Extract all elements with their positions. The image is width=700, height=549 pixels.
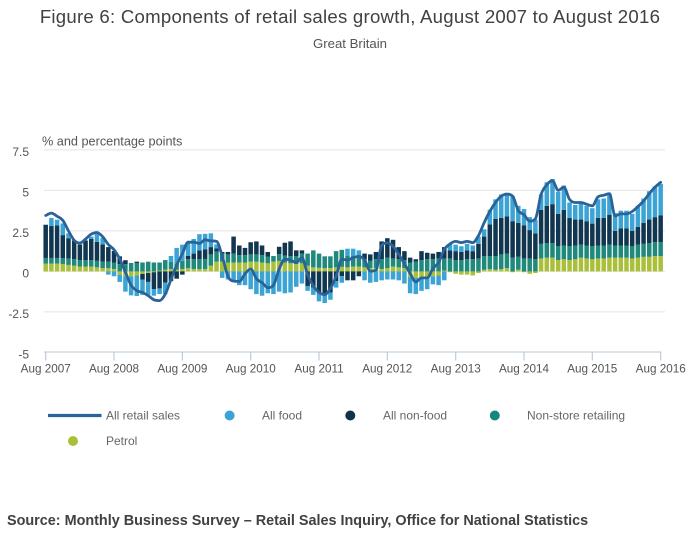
svg-text:-2.5: -2.5 [8,307,29,321]
svg-text:-5: -5 [18,347,29,361]
svg-text:Aug 2011: Aug 2011 [294,363,343,376]
svg-text:Aug 2007: Aug 2007 [21,363,71,376]
svg-text:0: 0 [22,266,29,280]
svg-text:Aug 2014: Aug 2014 [499,363,550,376]
svg-text:5: 5 [22,185,29,199]
svg-text:Petrol: Petrol [106,434,137,448]
svg-text:Aug 2015: Aug 2015 [567,363,618,376]
svg-text:All food: All food [262,409,302,423]
svg-text:Aug 2008: Aug 2008 [89,363,139,376]
svg-text:All non-food: All non-food [383,409,447,423]
svg-text:Aug 2009: Aug 2009 [157,363,207,376]
svg-text:Aug 2012: Aug 2012 [362,363,412,376]
svg-text:7.5: 7.5 [12,145,29,159]
svg-text:All retail sales: All retail sales [106,409,180,423]
svg-text:Aug 2010: Aug 2010 [226,363,277,376]
svg-text:Non-store retailing: Non-store retailing [527,409,625,423]
svg-text:Aug 2013: Aug 2013 [431,363,481,376]
svg-text:% and percentage points: % and percentage points [42,135,182,149]
svg-text:2.5: 2.5 [12,226,29,240]
svg-text:Aug 2016: Aug 2016 [636,363,686,376]
